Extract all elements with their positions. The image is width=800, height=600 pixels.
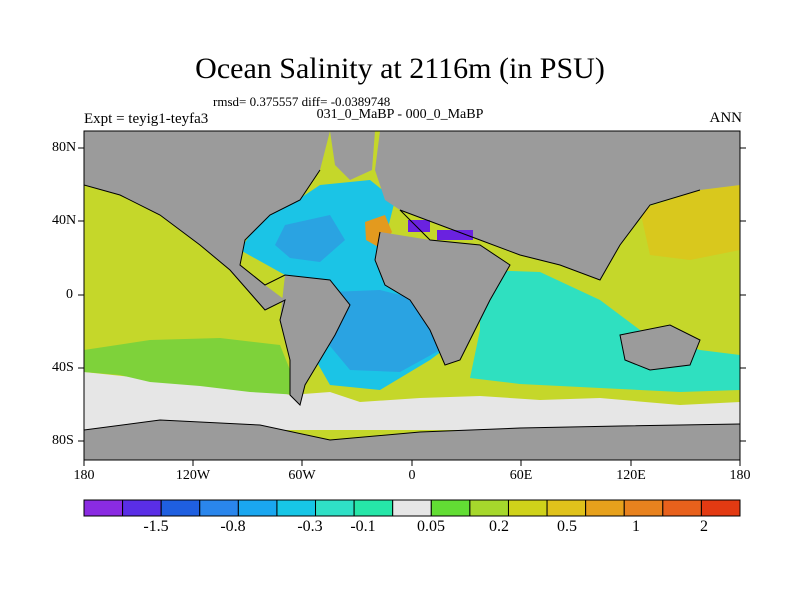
colorbar-swatch <box>392 499 432 517</box>
colorbar-swatch <box>623 499 664 517</box>
map-plot-area <box>84 131 740 460</box>
colorbar-swatch <box>430 499 471 517</box>
latitude-ticks <box>78 147 746 442</box>
stats-subtitle: rmsd= 0.375557 diff= -0.0389748 <box>213 94 391 109</box>
colorbar-label-3: -0.3 <box>297 518 323 535</box>
colorbar-swatch <box>546 499 587 517</box>
lon-label-60e: 60E <box>509 468 533 483</box>
coastline-africa-eurasia <box>374 189 701 366</box>
axis-ticks <box>78 147 746 466</box>
comparison-label: 031_0_MaBP - 000_0_MaBP <box>316 107 484 122</box>
colorbar-swatch <box>662 499 702 517</box>
mediterranean-sea-east <box>437 230 473 240</box>
lat-label-80n: 80N <box>52 140 77 155</box>
colorbar-swatch <box>199 499 239 517</box>
north-america <box>84 131 330 310</box>
colorbar-swatch <box>237 499 278 517</box>
antarctica <box>84 420 740 460</box>
colorbar-swatch <box>160 499 201 517</box>
colorbar-swatch <box>83 499 124 517</box>
south-pacific-region <box>84 338 300 395</box>
colorbar-label-7: 0.5 <box>557 518 577 535</box>
colorbar-label-4: -0.1 <box>350 518 376 535</box>
colorbar-label-6: 0.2 <box>489 518 509 535</box>
colorbar-swatch <box>353 499 394 517</box>
colorbar-swatch <box>700 499 741 517</box>
coastline-antarctica <box>84 419 740 441</box>
colorbar-swatch <box>122 499 162 517</box>
lat-label-40s: 40S <box>52 360 74 375</box>
lat-label-40n: 40N <box>52 213 77 228</box>
colorbar-swatch <box>276 499 317 517</box>
colorbar <box>83 499 741 517</box>
south-america <box>280 275 350 405</box>
lon-label-0: 0 <box>408 468 416 483</box>
lat-label-0: 0 <box>66 287 73 302</box>
land-masses <box>84 131 740 460</box>
north-atlantic-deep <box>275 215 345 262</box>
lon-label-180w: 180 <box>73 468 95 483</box>
coastline-australia <box>619 324 701 371</box>
experiment-label: Expt = teyig1-teyfa3 <box>84 111 209 127</box>
nw-pacific-region <box>640 185 740 260</box>
colorbar-label-5: 0.05 <box>417 518 445 535</box>
eurasia <box>375 131 740 280</box>
colorbar-label-9: 2 <box>700 518 708 535</box>
coastlines <box>84 169 740 441</box>
colorbar-swatch <box>315 499 355 517</box>
colorbar-swatch <box>507 499 548 517</box>
lon-label-120w: 120W <box>175 468 211 483</box>
colorbar-label-8: 1 <box>632 518 640 535</box>
colorbar-swatch <box>469 499 509 517</box>
coastline-americas <box>84 169 351 406</box>
africa <box>375 232 510 365</box>
colorbar-label-2: -0.8 <box>220 518 246 535</box>
australia <box>620 325 700 370</box>
greenland <box>330 131 375 180</box>
colorbar-label-1: -1.5 <box>143 518 169 535</box>
lon-label-180e: 180 <box>729 468 751 483</box>
lon-label-120e: 120E <box>616 468 646 483</box>
lat-label-80s: 80S <box>52 433 74 448</box>
map-title: Ocean Salinity at 2116m (in PSU) <box>195 52 605 85</box>
season-label: ANN <box>709 110 743 126</box>
colorbar-swatch <box>585 499 625 517</box>
lon-label-60w: 60W <box>288 468 316 483</box>
longitude-ticks <box>83 460 741 466</box>
